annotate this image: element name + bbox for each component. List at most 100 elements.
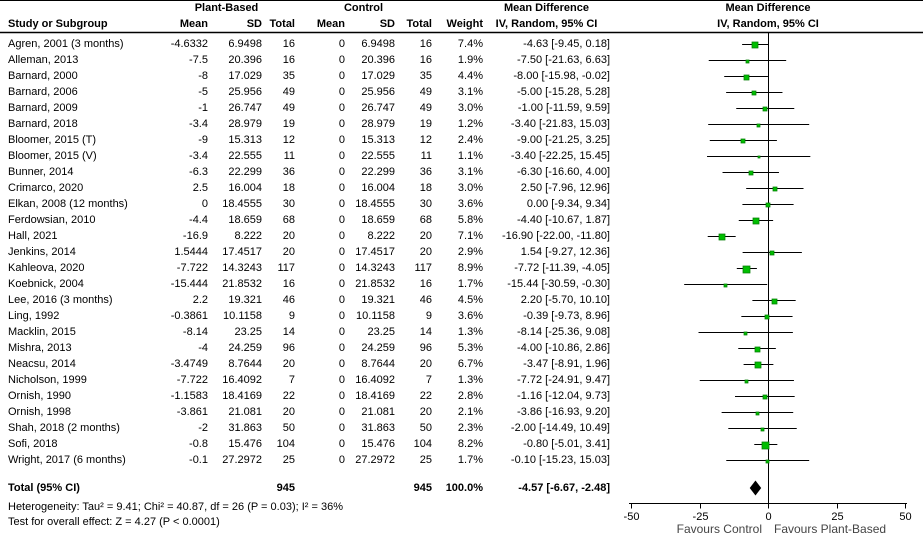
total2-cell: 35 [419, 70, 432, 82]
sd2-cell: 18.4169 [355, 390, 395, 402]
weight-cell: 3.0% [457, 102, 483, 114]
sd1-cell: 18.4555 [222, 198, 262, 210]
study-name-cell: Neacsu, 2014 [8, 358, 76, 370]
sd1-cell: 26.747 [228, 102, 262, 114]
total2-cell: 18 [419, 182, 432, 194]
mean2-cell: 0 [338, 374, 345, 386]
sd1-cell: 27.2972 [222, 454, 262, 466]
effect-marker [751, 41, 759, 49]
study-name-cell: Hall, 2021 [8, 230, 58, 242]
total1-cell: 30 [282, 198, 295, 210]
total1-cell: 49 [282, 86, 295, 98]
effect-marker [761, 441, 770, 450]
column-header-study: Study or Subgroup [8, 18, 108, 30]
mean2-cell: 0 [338, 310, 345, 322]
total2-cell: 12 [419, 134, 432, 146]
sd1-cell: 17.4517 [222, 246, 262, 258]
total1-cell: 7 [288, 374, 295, 386]
ci-cell: -15.44 [-30.59, -0.30] [507, 278, 610, 290]
total2-cell: 16 [419, 54, 432, 66]
weight-cell: 5.8% [457, 214, 483, 226]
mean2-cell: 0 [338, 438, 345, 450]
sd2-cell: 15.313 [361, 134, 395, 146]
table-row: Ferdowsian, 2010 -4.4 18.659 68 0 18.659 68 5.8… [0, 212, 610, 228]
weight-cell: 4.5% [457, 294, 483, 306]
sd2-cell: 6.9498 [361, 38, 395, 50]
table-row: Jenkins, 2014 1.5444 17.4517 20 0 17.4517 20 2.… [0, 244, 610, 260]
ci-cell: -1.16 [-12.04, 9.73] [517, 390, 610, 402]
mean1-cell: -2 [198, 422, 208, 434]
study-name-cell: Bloomer, 2015 (V) [8, 150, 97, 162]
effect-marker [756, 123, 761, 128]
sd1-cell: 16.4092 [222, 374, 262, 386]
study-name-cell: Ornish, 1990 [8, 390, 71, 402]
ci-cell: -0.39 [-9.73, 8.96] [523, 310, 610, 322]
total1-cell: 16 [282, 54, 295, 66]
ci-cell: -9.00 [-21.25, 3.25] [517, 134, 610, 146]
effect-marker [765, 459, 770, 464]
weight-cell: 1.1% [457, 150, 483, 162]
ci-cell: -7.50 [-21.63, 6.63] [517, 54, 610, 66]
total1-cell: 20 [282, 246, 295, 258]
mean2-cell: 0 [338, 102, 345, 114]
table-row: Ornish, 1998 -3.861 21.081 20 0 21.081 20 2.1% -… [0, 404, 610, 420]
total1-cell: 46 [282, 294, 295, 306]
column-header-sd2: SD [379, 18, 395, 30]
table-row: Alleman, 2013 -7.5 20.396 16 0 20.396 16 1.9% -7… [0, 52, 610, 68]
total2-cell: 49 [419, 86, 432, 98]
table-row: Crimarco, 2020 2.5 16.004 18 0 16.004 18 3.0% 2.… [0, 180, 610, 196]
table-row: Macklin, 2015 -8.14 23.25 14 0 23.25 14 1.3% -8.… [0, 324, 610, 340]
effect-marker [744, 379, 749, 384]
axis-tick-label: 0 [765, 511, 771, 523]
table-row: Bloomer, 2015 (V) -3.4 22.555 11 0 22.555 11 1.… [0, 148, 610, 164]
effect-marker [743, 74, 750, 81]
ci-cell: -16.90 [-22.00, -11.80] [501, 230, 610, 242]
mean1-cell: -9 [198, 134, 208, 146]
sd2-cell: 19.321 [361, 294, 395, 306]
mean1-cell: -0.1 [189, 454, 208, 466]
table-row: Kahleova, 2020 -7.722 14.3243 117 0 14.3243 11… [0, 260, 610, 276]
study-name-cell: Ferdowsian, 2010 [8, 214, 96, 226]
study-name-cell: Barnard, 2006 [8, 86, 78, 98]
total2-cell: 20 [419, 358, 432, 370]
study-name-cell: Barnard, 2000 [8, 70, 78, 82]
study-name-cell: Alleman, 2013 [8, 54, 79, 66]
mean2-cell: 0 [338, 454, 345, 466]
total1-cell: 12 [282, 134, 295, 146]
effect-marker [745, 59, 750, 64]
plot-header-method: IV, Random, 95% CI [717, 18, 819, 30]
ci-cell: 2.50 [-7.96, 12.96] [520, 182, 610, 194]
total1-cell: 35 [282, 70, 295, 82]
total2-cell: 16 [419, 38, 432, 50]
mean1-cell: -3.4749 [170, 358, 208, 370]
effect-marker [748, 170, 754, 176]
mean2-cell: 0 [338, 390, 345, 402]
mean1-cell: 1.5444 [174, 246, 208, 258]
total1-cell: 117 [277, 262, 295, 274]
total1-cell: 104 [276, 438, 295, 450]
study-name-cell: Bloomer, 2015 (T) [8, 134, 97, 146]
mean1-cell: -8.14 [182, 326, 208, 338]
column-header-mean1: Mean [179, 18, 208, 30]
total1-cell: 19 [282, 118, 295, 130]
mean1-cell: -15.444 [170, 278, 208, 290]
mean2-cell: 0 [338, 422, 345, 434]
mean1-cell: -8 [198, 70, 208, 82]
ci-cell: -2.00 [-14.49, 10.49] [510, 422, 610, 434]
heterogeneity-line: Heterogeneity: Tau² = 9.41; Chi² = 40.87… [8, 501, 343, 513]
weight-cell: 3.1% [457, 166, 483, 178]
total1-cell: 18 [282, 182, 295, 194]
total-ci-cell: -4.57 [-6.67, -2.48] [518, 482, 610, 494]
sd2-cell: 18.659 [361, 214, 395, 226]
weight-cell: 1.3% [457, 374, 483, 386]
total1-cell: 50 [282, 422, 295, 434]
study-name-cell: Barnard, 2018 [8, 118, 78, 130]
sd2-cell: 21.8532 [355, 278, 395, 290]
weight-cell: 2.1% [457, 406, 483, 418]
mean1-cell: -3.861 [176, 406, 208, 418]
weight-cell: 6.7% [457, 358, 483, 370]
effect-marker [754, 346, 761, 353]
mean2-cell: 0 [338, 326, 345, 338]
column-header-weight: Weight [446, 18, 483, 30]
weight-cell: 7.1% [457, 230, 483, 242]
